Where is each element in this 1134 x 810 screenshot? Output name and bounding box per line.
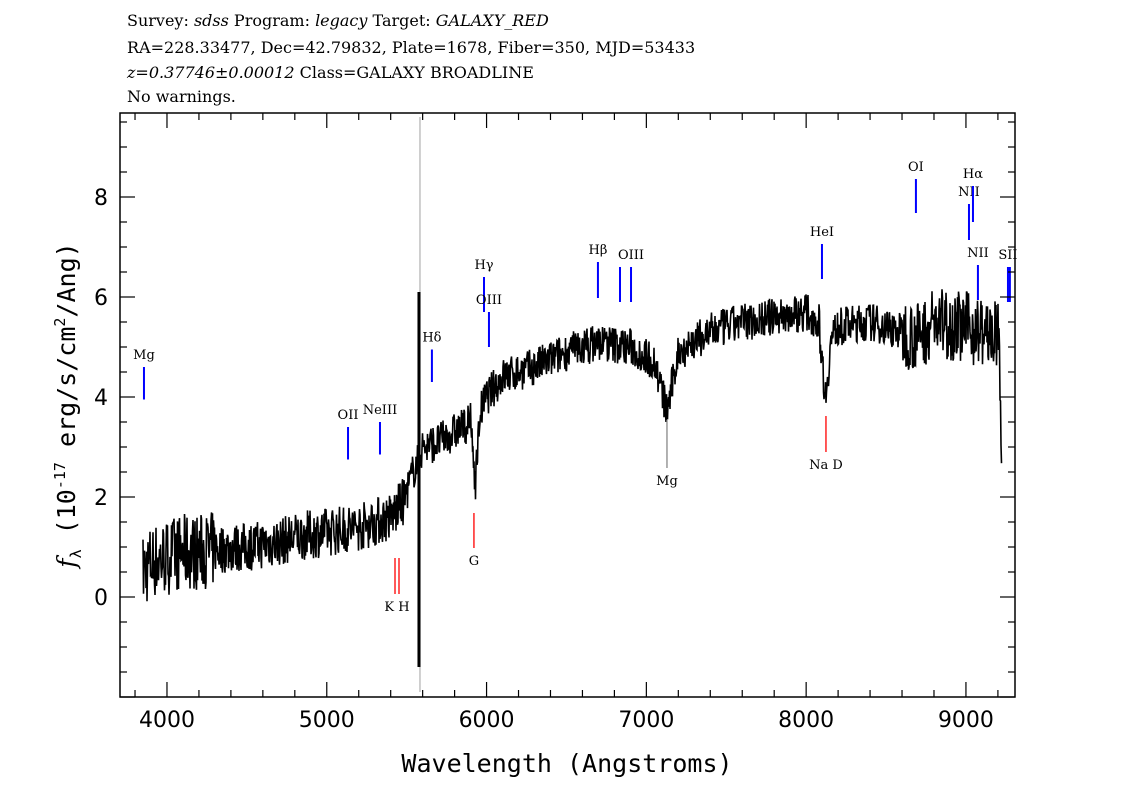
y-tick-label: 6 bbox=[94, 286, 108, 311]
emission-line-label: OI bbox=[908, 160, 924, 175]
class-value: Class=GALAXY BROADLINE bbox=[299, 63, 534, 82]
program-value: legacy bbox=[315, 11, 368, 30]
y-tick-label: 8 bbox=[94, 186, 108, 211]
redshift-value: z=0.37746±0.00012 bbox=[127, 63, 295, 82]
emission-line-label: OII bbox=[338, 408, 359, 423]
line-markers: Mg OII NeIII Hδ Hγ OIII Hβ OIII HeI OI NII Hα NII SII… bbox=[133, 160, 1017, 615]
emission-line-label: Hα bbox=[963, 167, 983, 182]
survey-label: Survey: bbox=[127, 11, 189, 30]
absorption-line-label: G bbox=[469, 554, 479, 569]
x-axis-label: Wavelength (Angstroms) bbox=[401, 749, 732, 778]
emission-line-label: HeI bbox=[810, 225, 834, 240]
absorption-line-label: Na D bbox=[809, 458, 843, 473]
x-tick-label: 9000 bbox=[938, 708, 994, 733]
target-value: GALAXY_RED bbox=[435, 11, 549, 30]
x-tick-label: 7000 bbox=[618, 708, 674, 733]
emission-line-label: NeIII bbox=[363, 403, 397, 418]
flux-line bbox=[142, 289, 1003, 602]
emission-line-label: Hγ bbox=[474, 258, 493, 273]
x-tick-label: 8000 bbox=[778, 708, 834, 733]
absorption-line-label: K H bbox=[384, 600, 409, 615]
header-line-4: No warnings. bbox=[127, 87, 236, 106]
y-tick-label: 2 bbox=[94, 486, 108, 511]
header-line-3: z=0.37746±0.00012 Class=GALAXY BROADLINE bbox=[127, 63, 534, 83]
survey-value: sdss bbox=[193, 11, 229, 30]
emission-line-label: SII bbox=[998, 248, 1017, 263]
emission-line-label: Hδ bbox=[422, 331, 441, 346]
emission-line-label: OIII bbox=[476, 293, 502, 308]
y-tick-label: 0 bbox=[94, 586, 108, 611]
target-label: Target: bbox=[372, 11, 431, 30]
program-label: Program: bbox=[233, 11, 310, 30]
x-tick-label: 6000 bbox=[459, 708, 515, 733]
emission-line-label: Hβ bbox=[589, 243, 608, 258]
header-line-1: Survey: sdss Program: legacy Target: GAL… bbox=[127, 11, 549, 31]
emission-line-label: Mg bbox=[133, 348, 155, 363]
flux-series bbox=[142, 289, 1003, 667]
header-line-2: RA=228.33477, Dec=42.79832, Plate=1678, … bbox=[127, 38, 696, 57]
y-axis-label: fλ (10-17 erg/s/cm2/Ang) bbox=[51, 242, 85, 569]
emission-line-label: NII bbox=[958, 185, 980, 200]
x-tick-label: 5000 bbox=[299, 708, 355, 733]
axes: 4000 5000 6000 7000 8000 9000 0 2 4 6 8 bbox=[94, 112, 1016, 733]
emission-line-label: NII bbox=[967, 246, 989, 261]
emission-line-label: OIII bbox=[618, 248, 644, 263]
plot-frame bbox=[119, 112, 1016, 698]
y-tick-label: 4 bbox=[94, 386, 108, 411]
absorption-line-label: Mg bbox=[656, 474, 678, 489]
x-tick-label: 4000 bbox=[139, 708, 195, 733]
